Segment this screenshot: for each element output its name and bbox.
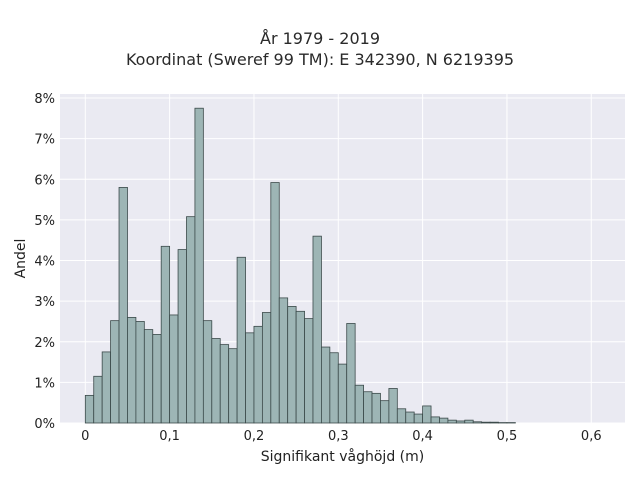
y-tick-label: 6%: [34, 173, 55, 188]
histogram-bar: [219, 344, 230, 424]
x-tick-label: 0,2: [244, 429, 265, 444]
histogram-bar: [489, 421, 499, 424]
histogram-bar: [236, 256, 246, 424]
histogram-bar: [439, 417, 449, 424]
histogram-bar: [455, 420, 466, 424]
histogram-bar: [160, 245, 171, 424]
y-tick-label: 3%: [34, 295, 55, 310]
x-tick-label: 0,4: [412, 429, 433, 444]
y-axis-ticks: 0% 1% 2% 3% 4% 5% 6% 7% 8%: [34, 92, 55, 432]
histogram-bar: [169, 314, 179, 424]
histogram-bar: [346, 323, 356, 424]
histogram-bar: [354, 384, 364, 424]
chart-title-line2: Koordinat (Sweref 99 TM): E 342390, N 62…: [125, 50, 515, 69]
histogram-bar: [380, 400, 390, 424]
histogram-bar: [295, 310, 305, 424]
histogram-bar: [430, 416, 440, 424]
x-tick-label: 0,5: [497, 429, 518, 444]
histogram-bar: [337, 363, 348, 424]
grid-lines: [60, 94, 625, 424]
histogram-bar: [312, 235, 322, 424]
histogram-bar: [186, 216, 196, 424]
histogram-bar: [228, 348, 238, 424]
y-tick-label: 8%: [34, 92, 55, 107]
histogram-bar: [261, 312, 272, 424]
y-tick-label: 1%: [34, 376, 55, 391]
histogram-bar: [321, 346, 331, 424]
x-axis-label: Signifikant våghöjd (m): [261, 448, 424, 465]
y-tick-label: 7%: [34, 133, 55, 148]
histogram-bar: [143, 329, 154, 424]
histogram-bar: [93, 375, 103, 424]
histogram-bar: [447, 419, 457, 424]
histogram-bar: [152, 334, 162, 424]
x-axis-ticks: 0 0,1 0,2 0,3 0,4 0,5 0,6: [81, 429, 601, 444]
chart-title-line1: År 1979 - 2019: [260, 29, 380, 48]
histogram-bar: [287, 306, 297, 424]
histogram-bar: [245, 332, 255, 424]
histogram-bar: [118, 187, 128, 424]
histogram-bar: [388, 388, 398, 424]
x-tick-label: 0,1: [159, 429, 180, 444]
histogram-bar: [481, 421, 491, 424]
histogram-bar: [127, 316, 137, 424]
histogram-bar: [363, 391, 373, 424]
histogram-bar: [304, 318, 314, 424]
y-axis-label: Andel: [13, 239, 29, 279]
x-tick-label: 0,3: [328, 429, 349, 444]
histogram-bar: [194, 107, 204, 424]
y-tick-label: 0%: [34, 417, 55, 432]
y-tick-label: 4%: [34, 255, 55, 270]
histogram-bar: [413, 413, 424, 424]
histogram-bar: [211, 338, 221, 424]
histogram-bar: [84, 394, 95, 424]
y-tick-label: 5%: [34, 214, 55, 229]
histogram-bar: [329, 352, 339, 424]
histogram-bar: [371, 392, 381, 424]
histogram-bar: [253, 325, 263, 424]
x-tick-label: 0,6: [581, 429, 602, 444]
histogram-bar: [422, 405, 432, 424]
histogram-bar: [202, 320, 213, 424]
histogram-bar: [135, 321, 145, 424]
histogram-bar: [177, 249, 187, 424]
histogram-bar: [472, 421, 483, 424]
histogram-bar: [270, 182, 280, 424]
histogram-bar: [405, 411, 415, 424]
bars: [84, 107, 516, 424]
histogram-bar: [396, 408, 407, 424]
histogram-bar: [278, 297, 289, 424]
histogram-bar: [101, 351, 111, 424]
x-tick-label: 0: [81, 429, 89, 444]
histogram-bar: [464, 419, 474, 424]
y-tick-label: 2%: [34, 336, 55, 351]
histogram-bar: [110, 320, 120, 424]
